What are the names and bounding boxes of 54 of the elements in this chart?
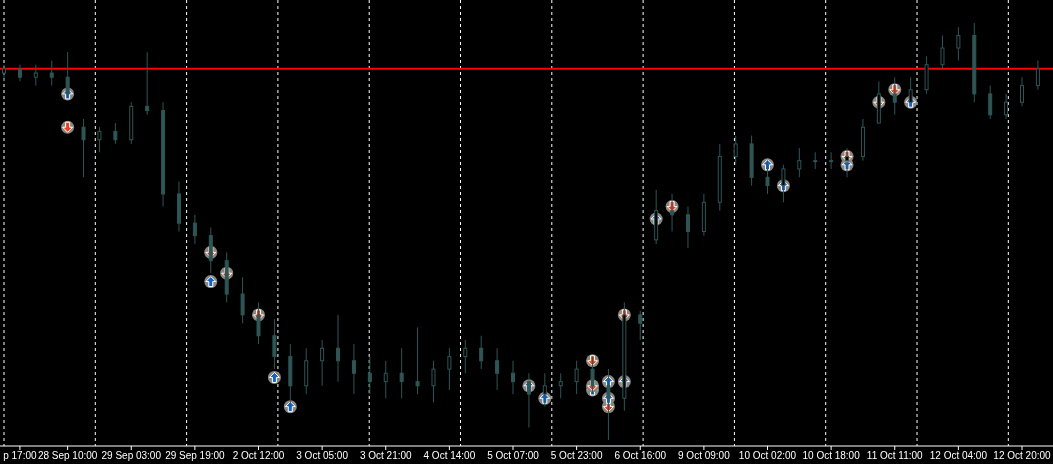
candlestick — [1004, 93, 1009, 120]
candlestick — [940, 35, 945, 70]
candlestick — [81, 118, 86, 178]
x-tick-label: 3 Oct 05:00 — [296, 450, 349, 461]
x-tick-label: 5 Oct 07:00 — [487, 450, 540, 461]
candlestick — [145, 51, 150, 116]
x-tick-label: 29 Sep 03:00 — [101, 450, 162, 461]
candlestick — [638, 310, 643, 341]
x-tick-label: 4 Oct 14:00 — [423, 450, 476, 461]
candlestick — [733, 135, 738, 166]
candlestick — [956, 26, 961, 62]
candlestick — [829, 151, 834, 170]
x-tick-label: 10 Oct 02:00 — [738, 450, 797, 461]
candlestick — [97, 126, 102, 153]
candlestick — [49, 60, 54, 87]
x-tick-label: p 17:00 — [3, 450, 38, 461]
candlestick — [336, 314, 341, 383]
candlestick — [399, 347, 404, 399]
candlestick — [558, 372, 563, 399]
candlestick — [479, 335, 484, 370]
candlestick — [367, 356, 372, 395]
candlestick — [988, 85, 993, 120]
candlestick — [1035, 60, 1040, 91]
x-tick-label: 3 Oct 21:00 — [359, 450, 413, 461]
candlestick — [685, 205, 690, 249]
candlestick — [240, 276, 245, 324]
x-tick-label: 9 Oct 09:00 — [678, 450, 731, 461]
x-tick-label: 10 Oct 18:00 — [802, 450, 861, 461]
candlestick — [351, 343, 356, 395]
candlestick — [495, 347, 500, 391]
candlestick — [320, 339, 325, 387]
candlestick — [574, 360, 579, 395]
candlestick — [33, 64, 38, 87]
candlestick — [463, 339, 468, 374]
x-tick-label: 11 Oct 11:00 — [866, 450, 924, 461]
candlestick — [797, 147, 802, 178]
candlestick — [383, 360, 388, 399]
candlestick — [511, 360, 515, 395]
x-tick-label: 29 Sep 19:00 — [165, 450, 226, 461]
candlestick — [431, 360, 436, 403]
x-tick-label: 28 Sep 10:00 — [37, 450, 98, 461]
candlestick — [415, 326, 420, 395]
x-tick-label: 12 Oct 04:00 — [929, 450, 988, 461]
candlestick — [908, 76, 913, 103]
candlestick — [272, 318, 277, 370]
candlestick — [192, 214, 197, 245]
x-tick-label: 5 Oct 23:00 — [550, 450, 603, 461]
candlestick — [447, 347, 452, 391]
x-tick-label: 6 Oct 16:00 — [614, 450, 667, 461]
candlestick — [2, 64, 6, 82]
candlestick — [113, 122, 118, 145]
x-tick-label: 12 Oct 20:00 — [993, 450, 1052, 461]
candlestick — [1020, 76, 1024, 107]
x-tick-label: 2 Oct 12:00 — [232, 450, 285, 461]
